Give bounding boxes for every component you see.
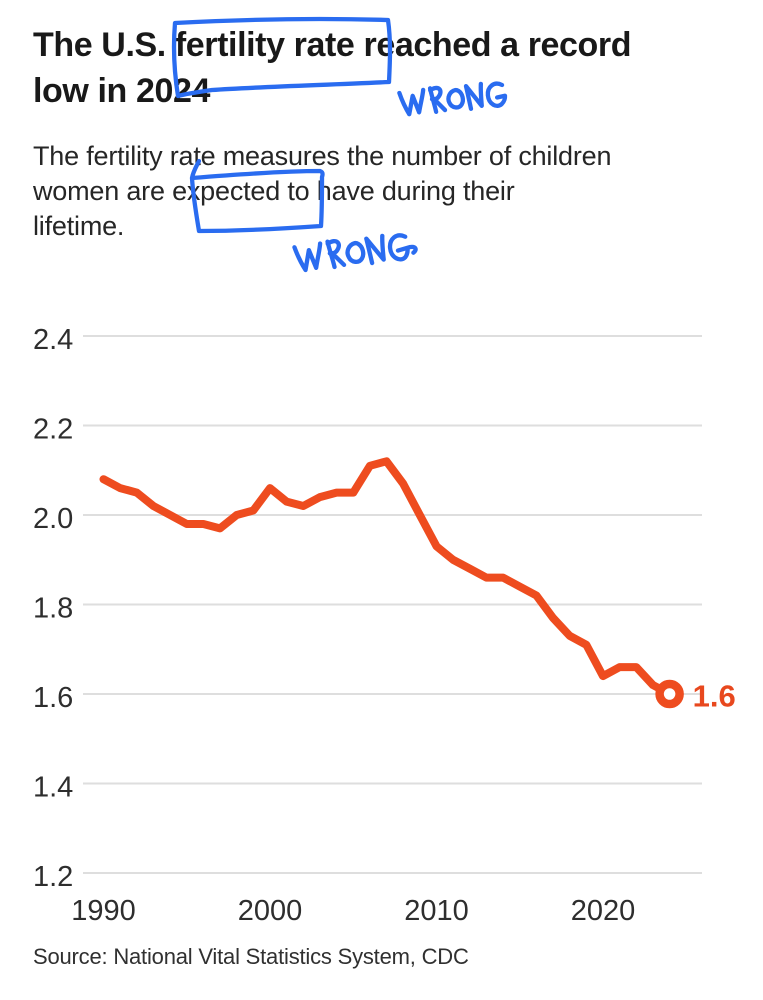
latest-value-label: 1.6 <box>693 679 736 714</box>
fertility-rate-line <box>99 457 674 698</box>
latest-value-marker <box>655 679 684 709</box>
x-axis-label-1990: 1990 <box>71 895 136 927</box>
y-axis-label-2.2: 2.2 <box>33 414 73 446</box>
source-note: Source: National Vital Statistics System… <box>33 944 469 969</box>
x-axis-label-2000: 2000 <box>238 895 303 927</box>
y-axis-label-1.8: 1.8 <box>33 593 73 625</box>
y-axis-label-1.2: 1.2 <box>33 861 73 893</box>
x-axis-label-2010: 2010 <box>404 895 469 927</box>
chart-subtitle-line-3: lifetime. <box>33 211 125 241</box>
y-axis-label-2.4: 2.4 <box>33 324 73 356</box>
y-axis-label-2.0: 2.0 <box>33 503 73 535</box>
y-axis-label-1.6: 1.6 <box>33 682 73 714</box>
x-axis-label-2020: 2020 <box>571 895 636 927</box>
y-axis-label-1.4: 1.4 <box>33 772 73 804</box>
